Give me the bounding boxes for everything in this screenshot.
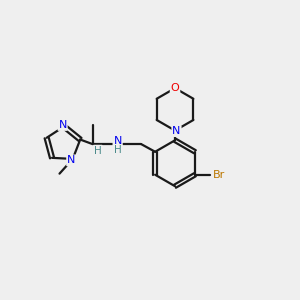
Text: O: O (171, 82, 179, 93)
Text: N: N (172, 126, 181, 136)
Text: H: H (94, 146, 102, 156)
Text: N: N (113, 136, 122, 146)
Text: N: N (67, 155, 76, 165)
Text: N: N (58, 120, 67, 130)
Text: Br: Br (213, 170, 226, 180)
Text: H: H (114, 145, 122, 155)
